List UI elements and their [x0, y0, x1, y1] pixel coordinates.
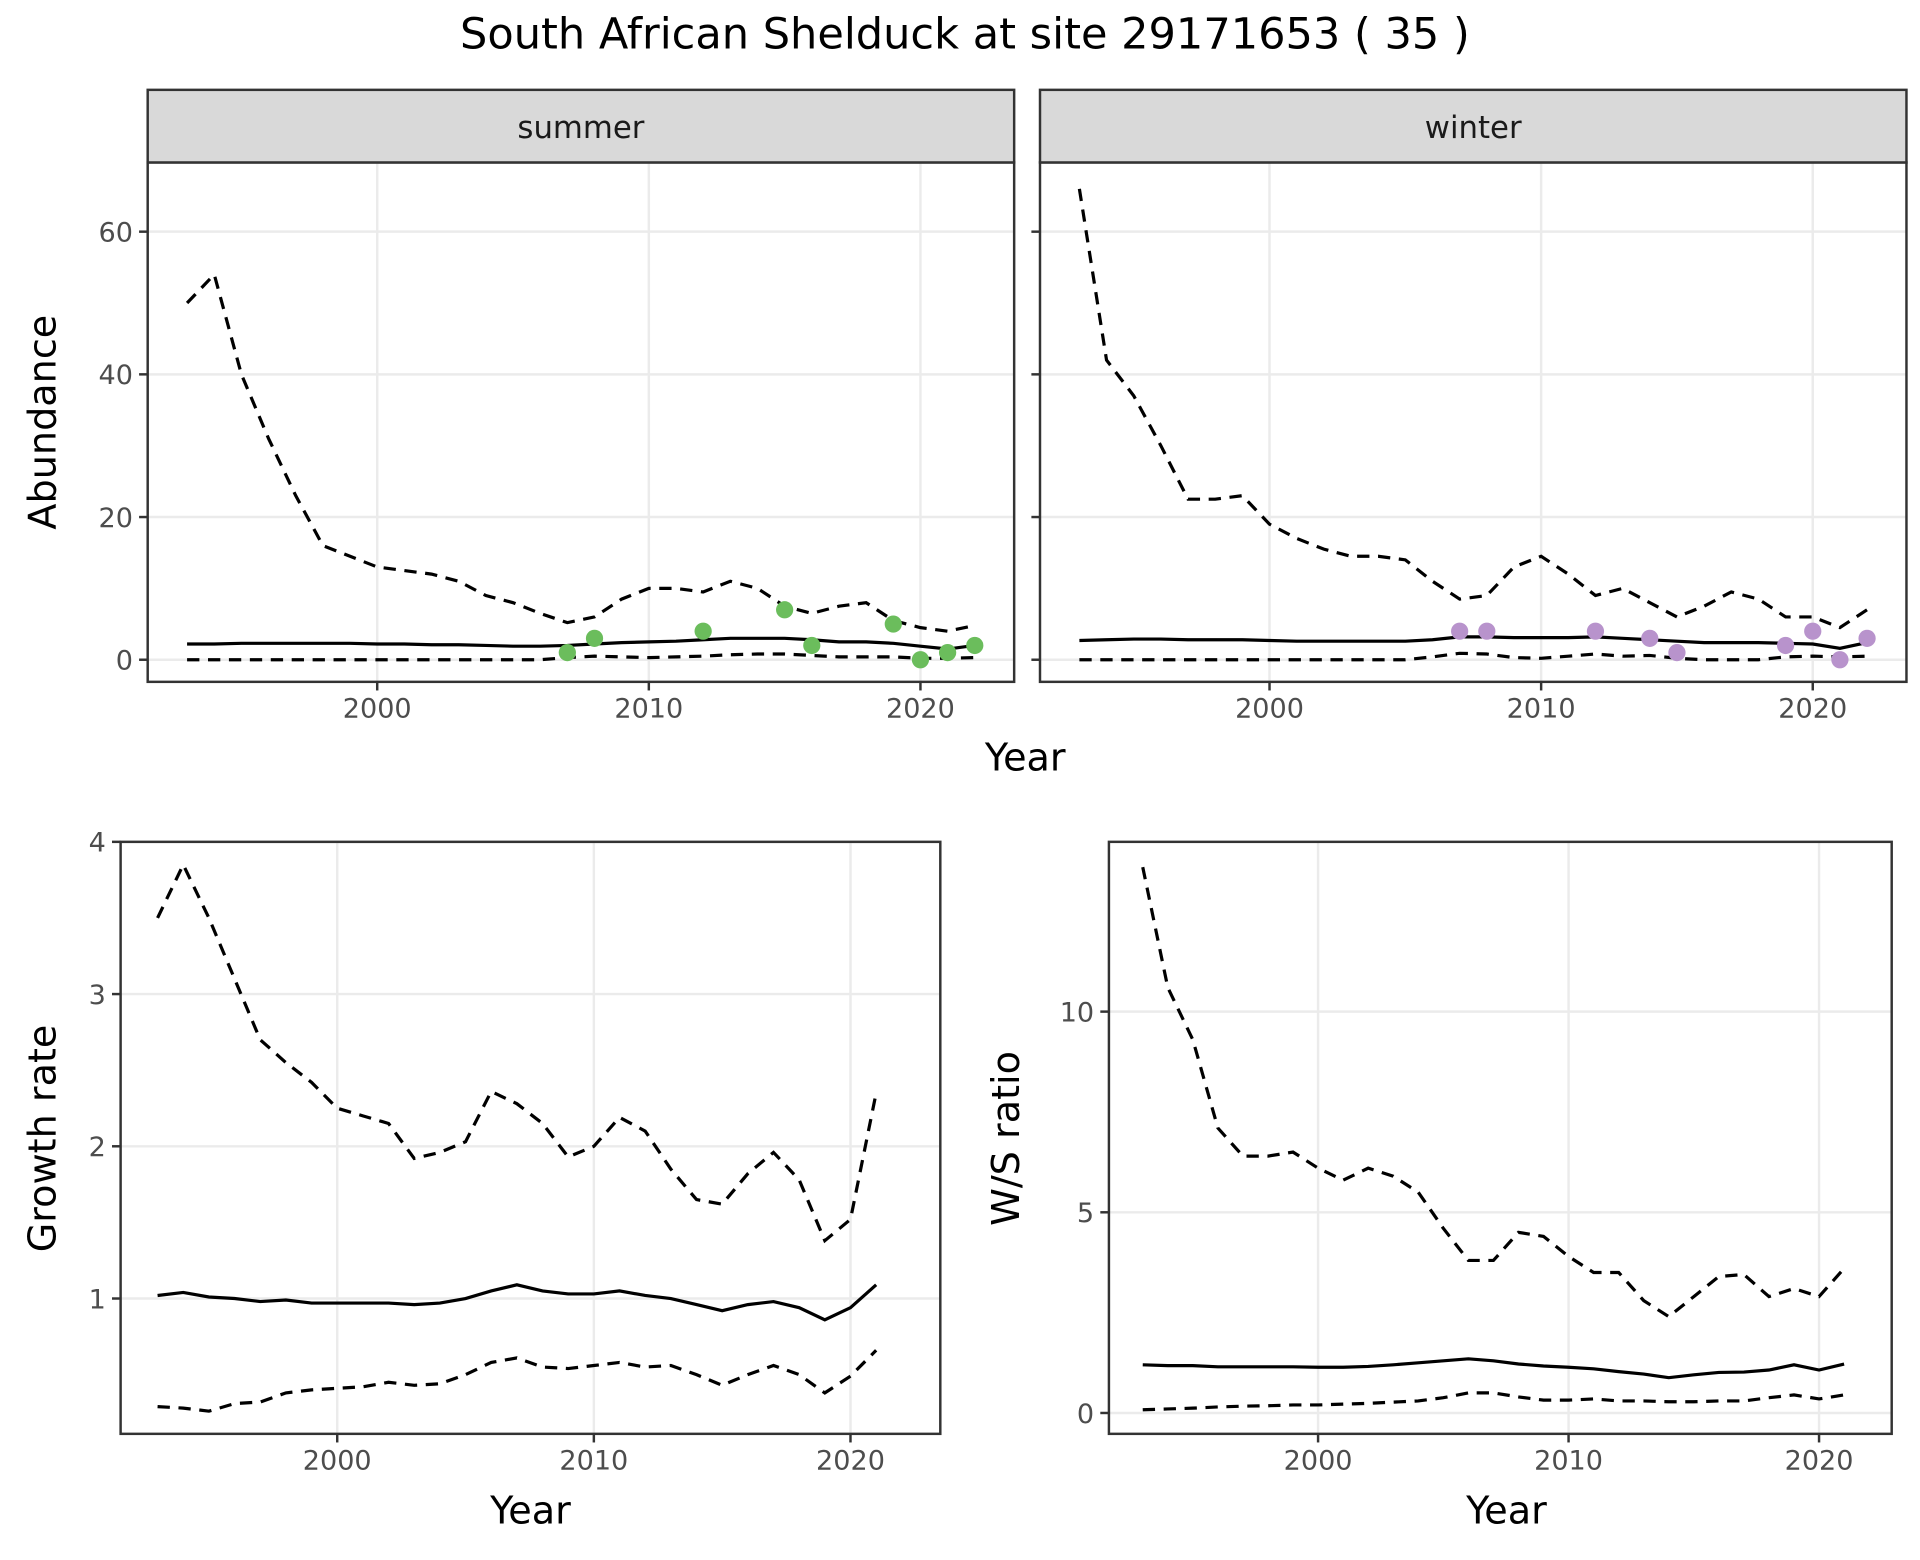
facet-label: summer [517, 110, 644, 146]
x-tick-label: 2000 [1284, 1446, 1353, 1477]
panel-border [119, 840, 942, 1436]
y-tick-label: 2 [89, 1132, 106, 1163]
data-point [1858, 629, 1876, 647]
series-line [157, 1349, 878, 1413]
y-axis-title: Growth rate [20, 1025, 64, 1253]
x-tick-label: 2000 [303, 1446, 372, 1477]
panel-background [120, 841, 941, 1434]
panel-background [1040, 162, 1907, 682]
data-point [884, 615, 902, 633]
x-tick-label: 2000 [343, 694, 412, 725]
data-point [803, 636, 821, 655]
series-line [185, 271, 976, 633]
facet-strip [146, 88, 1016, 164]
data-point [558, 643, 576, 662]
y-tick-label: 0 [116, 646, 133, 677]
y-axis-title: Abundance [20, 315, 64, 530]
x-tick-label: 2020 [1778, 694, 1847, 725]
data-point [1831, 651, 1849, 669]
data-point [1451, 622, 1469, 640]
series-line [1079, 651, 1868, 662]
panel-background [1108, 841, 1892, 1434]
y-tick-label: 5 [1077, 1198, 1094, 1229]
series-line [1141, 866, 1846, 1319]
data-point [1804, 622, 1822, 640]
x-tick-label: 2020 [816, 1446, 885, 1477]
data-point [1586, 622, 1605, 640]
data-point [585, 629, 604, 647]
facet-label: winter [1425, 110, 1522, 146]
x-tick-label: 2020 [1785, 1446, 1854, 1477]
series-line [1142, 1391, 1845, 1412]
x-axis-title: Year [1465, 1489, 1547, 1533]
x-tick-label: 2010 [1507, 694, 1576, 725]
data-point [776, 601, 794, 619]
y-tick-label: 0 [1077, 1399, 1094, 1430]
x-axis-title: Year [984, 735, 1066, 779]
series-line [187, 652, 975, 662]
y-tick-label: 1 [89, 1284, 106, 1315]
x-tick-label: 2000 [1235, 694, 1304, 725]
facet-strip [1038, 88, 1908, 164]
data-point [1776, 636, 1795, 655]
data-point [694, 622, 712, 640]
series-line [1142, 1357, 1845, 1380]
series-line [187, 636, 975, 651]
data-point [1668, 643, 1686, 662]
series-line [1077, 188, 1868, 630]
x-tick-label: 2020 [886, 694, 955, 725]
y-tick-label: 40 [98, 360, 132, 391]
data-point [938, 643, 957, 662]
y-tick-label: 20 [98, 503, 132, 534]
panel-border [1107, 840, 1893, 1436]
y-tick-label: 4 [89, 828, 106, 859]
data-point [1478, 622, 1496, 640]
x-axis-title: Year [489, 1489, 571, 1533]
y-tick-label: 10 [1060, 997, 1094, 1028]
y-tick-label: 60 [98, 218, 132, 249]
figure-title: South African Shelduck at site 29171653 … [460, 9, 1470, 59]
series-line [156, 860, 878, 1244]
y-tick-label: 3 [89, 980, 106, 1011]
series-line [157, 1283, 878, 1322]
x-tick-label: 2010 [1534, 1446, 1603, 1477]
data-point [966, 636, 984, 655]
series-line [1079, 635, 1868, 650]
panel-background [147, 162, 1015, 682]
x-tick-label: 2010 [614, 694, 683, 725]
data-point [911, 651, 930, 669]
data-point [1641, 629, 1659, 647]
y-axis-title: W/S ratio [984, 1051, 1028, 1226]
x-tick-label: 2010 [559, 1446, 628, 1477]
